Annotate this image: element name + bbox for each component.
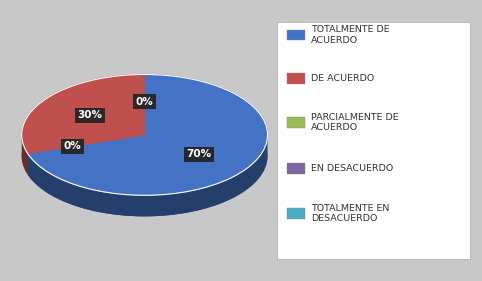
Ellipse shape bbox=[22, 96, 268, 216]
Polygon shape bbox=[22, 74, 145, 153]
Text: EN DESACUERDO: EN DESACUERDO bbox=[311, 164, 393, 173]
Text: DE ACUERDO: DE ACUERDO bbox=[311, 74, 374, 83]
Text: PARCIALMENTE DE
ACUERDO: PARCIALMENTE DE ACUERDO bbox=[311, 112, 399, 132]
Polygon shape bbox=[27, 136, 268, 216]
Text: 0%: 0% bbox=[136, 97, 153, 107]
FancyBboxPatch shape bbox=[287, 30, 305, 40]
Polygon shape bbox=[22, 135, 27, 175]
Text: TOTALMENTE EN
DESACUERDO: TOTALMENTE EN DESACUERDO bbox=[311, 204, 389, 223]
Polygon shape bbox=[27, 74, 268, 195]
FancyBboxPatch shape bbox=[287, 163, 305, 174]
FancyBboxPatch shape bbox=[287, 117, 305, 128]
Text: 0%: 0% bbox=[63, 141, 81, 151]
FancyBboxPatch shape bbox=[277, 22, 470, 259]
FancyBboxPatch shape bbox=[287, 208, 305, 219]
Text: 30%: 30% bbox=[78, 110, 102, 120]
Text: TOTALMENTE DE
ACUERDO: TOTALMENTE DE ACUERDO bbox=[311, 25, 389, 45]
FancyBboxPatch shape bbox=[287, 73, 305, 84]
Text: 70%: 70% bbox=[187, 149, 212, 159]
